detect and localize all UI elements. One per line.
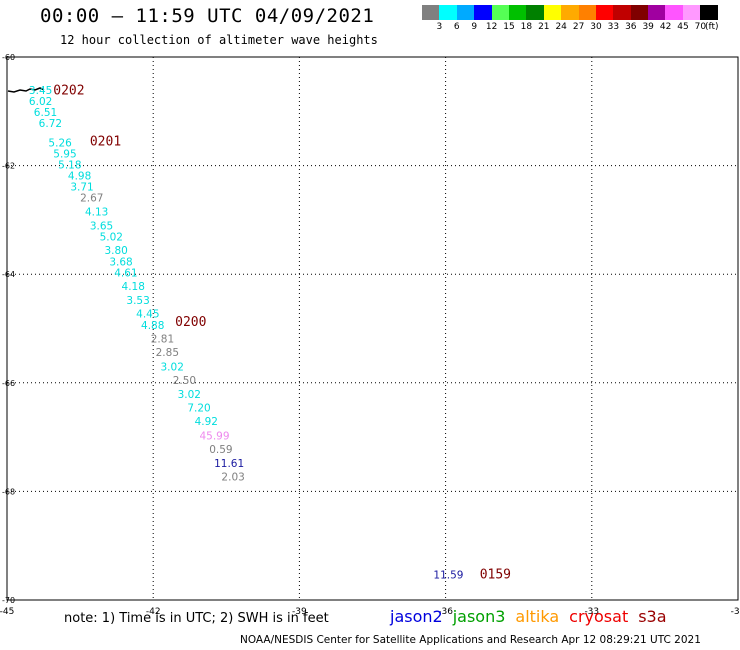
color-scale-swatch xyxy=(665,5,683,20)
x-tick-label: -36 xyxy=(438,607,453,617)
swh-value-label: 2.67 xyxy=(80,192,103,204)
color-scale-label: 33 xyxy=(607,22,620,32)
color-scale-label: 6 xyxy=(453,22,460,32)
legend-entry-altika: altika xyxy=(515,607,560,626)
swh-value-label: 5.26 xyxy=(48,138,72,150)
color-scale-swatch xyxy=(648,5,666,20)
color-scale-label: 21 xyxy=(538,22,550,32)
swh-value-label: 4.98 xyxy=(68,171,91,183)
chart-title: 00:00 – 11:59 UTC 04/09/2021 xyxy=(40,5,375,27)
color-scale-swatch xyxy=(561,5,579,20)
x-tick-label: -45 xyxy=(0,607,14,617)
color-scale-swatch xyxy=(526,5,544,20)
swh-value-label: 3.65 xyxy=(90,221,113,233)
time-label: 0201 xyxy=(90,135,121,150)
swh-value-label: 3.45 xyxy=(29,85,52,97)
color-scale-unit: (ft) xyxy=(705,22,719,32)
swh-value-label: 5.95 xyxy=(53,148,76,160)
swh-value-label: 4.61 xyxy=(114,267,137,279)
x-tick-label: -30 xyxy=(731,607,740,617)
color-scale-swatch xyxy=(630,5,649,20)
color-scale-label: 9 xyxy=(471,22,478,32)
color-scale-labels: 3 6 9 12 15 18 21 24 27 30 33 36 39 42 45 70 xyxy=(422,22,740,34)
swh-value-label: 5.02 xyxy=(100,232,123,244)
swh-value-label: 2.50 xyxy=(173,375,196,387)
credit-line: NOAA/NESDIS Center for Satellite Applica… xyxy=(240,634,701,646)
swh-value-label: 6.72 xyxy=(39,118,62,130)
color-scale-label: 39 xyxy=(642,22,654,32)
legend-entry-s3a: s3a xyxy=(638,607,667,626)
swh-value-label: 7.20 xyxy=(187,403,210,415)
swh-value-label: 2.85 xyxy=(156,347,179,359)
color-scale-swatch xyxy=(595,5,614,20)
swh-value-label: 3.02 xyxy=(178,389,201,401)
y-tick-label: -62 xyxy=(2,162,15,171)
swh-value-label: 3.68 xyxy=(109,257,132,269)
y-tick-label: -66 xyxy=(2,379,15,388)
units-note: note: 1) Time is in UTC; 2) SWH is in fe… xyxy=(64,611,329,626)
legend-entry-jason2: jason2 xyxy=(390,607,443,626)
swh-value-label: 6.51 xyxy=(34,107,57,119)
color-scale-swatch xyxy=(682,5,701,20)
color-scale-swatch xyxy=(422,5,440,20)
x-tick-label: -33 xyxy=(584,607,599,617)
time-label: 0159 xyxy=(480,567,511,582)
swh-value-label: 4.88 xyxy=(141,320,164,332)
color-scale-swatch xyxy=(439,5,457,20)
color-scale-label: 27 xyxy=(572,22,585,32)
swh-value-label: 3.02 xyxy=(161,361,184,373)
legend-entry-cryosat: cryosat xyxy=(569,607,629,626)
color-scale-swatch xyxy=(456,5,475,20)
swh-value-label: 6.02 xyxy=(29,96,52,108)
color-scale-label: 3 xyxy=(436,22,443,32)
swh-value-label: 11.61 xyxy=(214,458,244,470)
x-tick-label: -42 xyxy=(146,607,161,617)
color-scale-swatch xyxy=(578,5,596,20)
color-scale-swatch xyxy=(491,5,509,20)
swh-value-label: 5.18 xyxy=(58,159,81,171)
color-scale-label: 42 xyxy=(659,22,672,32)
time-label: 0202 xyxy=(53,83,84,98)
swh-value-label: 2.81 xyxy=(151,334,174,346)
color-scale-swatch xyxy=(508,5,527,20)
swh-value-label: 0.59 xyxy=(209,444,232,456)
swh-value-label: 4.18 xyxy=(122,281,145,293)
swh-value-label: 45.99 xyxy=(199,430,229,442)
swh-value-label: 3.53 xyxy=(126,295,149,307)
y-tick-label: -70 xyxy=(2,596,15,605)
color-scale-label: 30 xyxy=(590,22,602,32)
swh-value-label: 4.13 xyxy=(85,207,108,219)
color-scale-label: 18 xyxy=(520,22,533,32)
swh-value-label: 3.80 xyxy=(104,245,127,257)
swh-value-label: 4.92 xyxy=(195,416,218,428)
satellite-legend: jason2 jason3 altika cryosat s3a xyxy=(390,607,677,626)
swh-value-label: 11.59 xyxy=(433,569,463,581)
y-tick-label: -68 xyxy=(2,487,15,496)
swh-value-label: 4.45 xyxy=(136,309,159,321)
x-tick-label: -39 xyxy=(292,607,307,617)
color-scale-swatch xyxy=(613,5,631,20)
color-scale-label: 36 xyxy=(625,22,637,32)
color-scale-label: 24 xyxy=(555,22,567,32)
color-scale-label: 15 xyxy=(503,22,515,32)
color-scale-swatch xyxy=(543,5,562,20)
color-scale-bar xyxy=(422,5,718,20)
color-scale-swatch xyxy=(700,5,718,20)
legend-entry-jason3: jason3 xyxy=(452,607,506,626)
coastline xyxy=(7,87,45,93)
color-scale-label: 12 xyxy=(485,22,498,32)
color-scale-label: 70 xyxy=(694,22,707,32)
color-scale-label: 45 xyxy=(677,22,689,32)
y-tick-label: -60 xyxy=(2,53,15,62)
plot-frame xyxy=(6,56,739,601)
swh-value-label: 3.71 xyxy=(70,182,93,194)
chart-subtitle: 12 hour collection of altimeter wave hei… xyxy=(60,33,378,47)
swh-value-label: 2.03 xyxy=(221,472,244,484)
color-scale-swatch xyxy=(474,5,492,20)
time-label: 0200 xyxy=(175,315,206,330)
y-tick-label: -64 xyxy=(2,270,15,279)
